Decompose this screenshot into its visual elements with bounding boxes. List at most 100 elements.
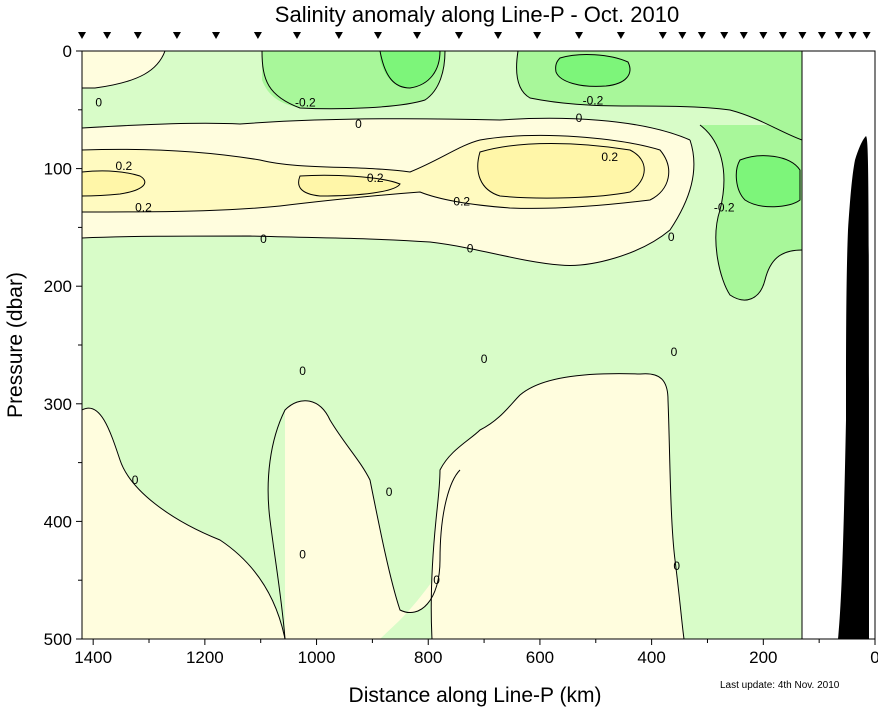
contour-neg-right-core: [735, 155, 801, 208]
bathymetry-seafloor: [838, 136, 869, 639]
y-tick-label: 100: [44, 160, 72, 179]
y-axis-title: Pressure (dbar): [4, 272, 27, 418]
station-marker: [172, 32, 181, 39]
contour-label: 0.2: [601, 150, 618, 164]
y-tick-label: 200: [44, 277, 72, 296]
station-marker: [494, 32, 503, 39]
y-tick-label: 500: [44, 630, 72, 649]
station-marker: [334, 32, 343, 39]
contour-label: 0.2: [453, 195, 470, 209]
station-marker: [834, 32, 843, 39]
contour-label: 0: [481, 352, 488, 366]
station-marker: [862, 32, 871, 39]
contour-lines: [82, 51, 802, 639]
contour-label: 0: [668, 230, 675, 244]
contour-label: 0: [671, 345, 678, 359]
contour-neg-top-right-core: [555, 54, 631, 87]
contour-label: 0: [299, 547, 306, 561]
contour-neg-top-center-core: [379, 51, 441, 89]
area-positive-core-right: [477, 143, 645, 199]
area-negative-right-core: [736, 155, 800, 207]
contour-neg-top-right: [516, 51, 802, 141]
area-positive-core-left: [82, 170, 145, 196]
y-tick-label: 300: [44, 395, 72, 414]
station-marker: [78, 32, 86, 39]
contour-label: -0.2: [714, 200, 735, 214]
contour-label: 0: [386, 485, 393, 499]
station-marker: [533, 32, 542, 39]
chart-title: Salinity anomaly along Line-P - Oct. 201…: [275, 2, 679, 27]
station-marker: [778, 32, 787, 39]
station-marker: [739, 32, 748, 39]
station-marker: [697, 32, 706, 39]
contour-label: 0: [355, 117, 362, 131]
y-tick-label: 400: [44, 512, 72, 531]
contour-label: 0: [132, 473, 139, 487]
contour-pos-mid: [82, 135, 670, 213]
x-tick-label: 800: [414, 648, 442, 667]
y-tick-label: 0: [63, 42, 72, 61]
x-tick-label: 400: [637, 648, 665, 667]
station-marker: [413, 32, 422, 39]
x-axis-title: Distance along Line-P (km): [349, 684, 602, 707]
contour-zero-top-left: [82, 51, 166, 89]
area-positive-deep-left: [82, 408, 285, 639]
contour-zero-upper: [82, 117, 691, 141]
area-negative-top-center-core: [380, 51, 440, 88]
contour-zero-deep-right: [430, 373, 685, 639]
x-tick-label: 600: [526, 648, 554, 667]
contour-neg-top-center: [261, 51, 446, 110]
y-axis-ticks: 0 100 200 300 400 500: [44, 42, 82, 649]
contour-zero-lower: [82, 139, 695, 266]
station-marker: [575, 32, 584, 39]
contour-label: 0.2: [367, 171, 384, 185]
contour-pos-core-left: [82, 170, 146, 197]
station-marker: [759, 32, 768, 39]
contour-label: 0: [673, 559, 680, 573]
x-tick-label: 1000: [298, 648, 336, 667]
station-marker: [373, 32, 382, 39]
contour-label: 0: [433, 573, 440, 587]
contour-labels: 0 -0.20-0.200.20.20.20.2 0.2 -0.20000000000…: [95, 93, 735, 587]
contour-label: 0.2: [116, 159, 133, 173]
contour-label: -0.2: [295, 96, 316, 110]
contour-label: 0: [576, 111, 583, 125]
x-tick-label: 200: [749, 648, 777, 667]
contour-label: 0: [467, 242, 474, 256]
contour-pos-core-mid: [298, 174, 401, 197]
contour-label: 0: [299, 364, 306, 378]
station-marker: [720, 32, 729, 39]
last-update-note: Last update: 4th Nov. 2010: [720, 680, 840, 691]
area-positive-core-mid: [298, 175, 400, 196]
contour-label: 0.2: [135, 200, 152, 214]
station-marker: [658, 32, 667, 39]
x-tick-label: 1400: [74, 648, 112, 667]
area-positive-deep-center: [285, 400, 481, 639]
station-marker: [293, 32, 302, 39]
contour-neg-right-column: [699, 124, 802, 301]
station-markers: [78, 32, 871, 39]
station-marker: [798, 32, 807, 39]
area-positive-deep-right: [431, 373, 684, 639]
station-marker: [103, 32, 112, 39]
x-tick-label: 0: [870, 648, 878, 667]
contour-zero-deep-center: [267, 400, 461, 639]
station-marker: [817, 32, 826, 39]
station-marker: [253, 32, 262, 39]
station-marker: [133, 32, 142, 39]
x-tick-label: 1200: [186, 648, 224, 667]
area-positive-upper-left: [82, 51, 165, 88]
salinity-field: [82, 51, 802, 639]
contour-label: 0: [260, 232, 267, 246]
contour-label: -0.2: [583, 93, 604, 107]
station-marker: [848, 32, 857, 39]
area-negative-top-right-core: [555, 54, 630, 87]
station-marker: [616, 32, 625, 39]
contour-zero-deep-left: [82, 407, 286, 639]
station-marker: [678, 32, 687, 39]
x-axis-ticks: 1400 1200 1000 800 600 400 200 0: [74, 639, 878, 667]
station-marker: [212, 32, 221, 39]
contour-pos-core-right: [477, 143, 645, 199]
